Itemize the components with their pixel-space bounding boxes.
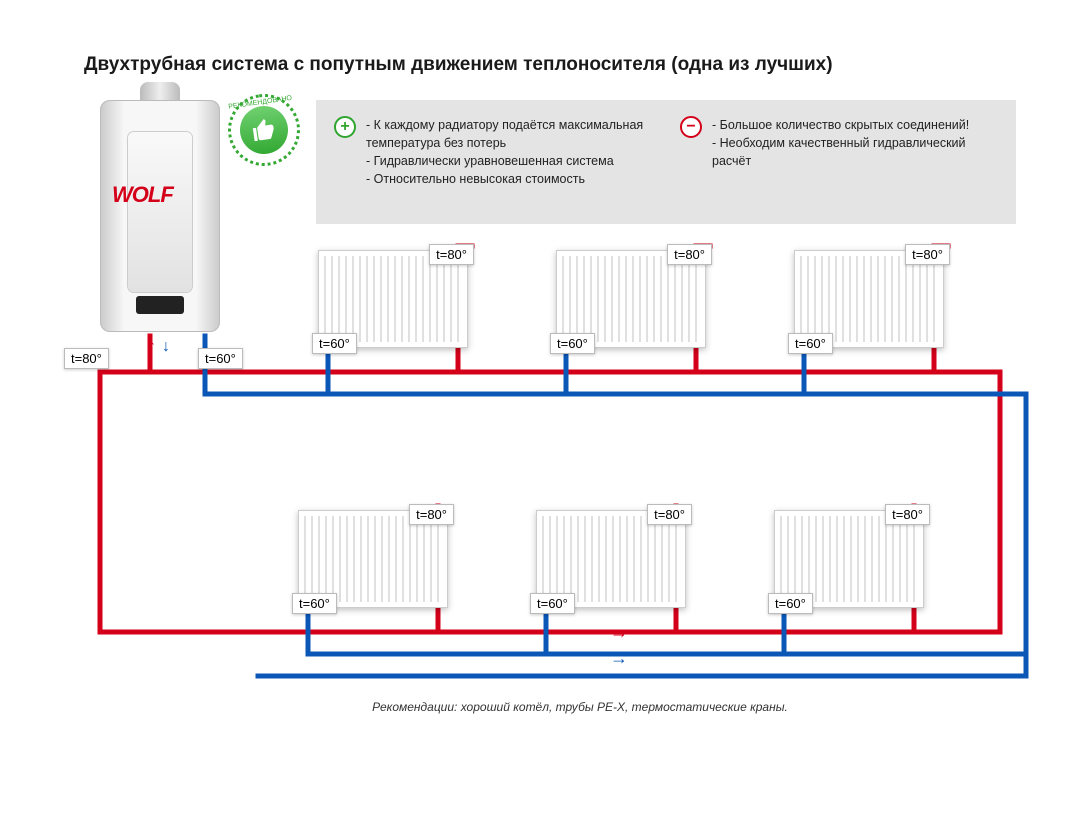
temp-supply: t=80°: [885, 504, 930, 525]
plus-icon: +: [334, 116, 356, 138]
pros-column: + К каждому радиатору подаётся максималь…: [334, 116, 652, 208]
cons-item: Необходим качественный гидравлический ра…: [712, 134, 998, 170]
boiler-flue: [140, 82, 180, 102]
temp-return: t=60°: [788, 333, 833, 354]
minus-icon: −: [680, 116, 702, 138]
cons-item: Большое количество скрытых соединений!: [712, 116, 998, 134]
temp-return: t=60°: [292, 593, 337, 614]
boiler-brand: WOLF: [112, 182, 173, 208]
boiler-flow-arrows: ↑ ↓: [148, 338, 170, 356]
radiator: t=80° t=60°: [774, 510, 924, 608]
temp-return: t=60°: [312, 333, 357, 354]
radiator: t=80° t=60°: [298, 510, 448, 608]
radiator: t=80° t=60°: [794, 250, 944, 348]
flow-arrow-return-icon: →: [610, 648, 628, 669]
boiler-return-temp: t=60°: [198, 348, 243, 369]
radiator: t=80° t=60°: [556, 250, 706, 348]
boiler-front: [128, 132, 192, 292]
pros-item: Относительно невысокая стоимость: [366, 170, 652, 188]
boiler: WOLF ↑ ↓: [100, 92, 220, 332]
radiator: t=80° t=60°: [318, 250, 468, 348]
pros-cons-panel: + К каждому радиатору подаётся максималь…: [316, 100, 1016, 224]
temp-return: t=60°: [550, 333, 595, 354]
boiler-supply-temp: t=80°: [64, 348, 109, 369]
cons-list: Большое количество скрытых соединений! Н…: [712, 116, 998, 208]
radiator: t=80° t=60°: [536, 510, 686, 608]
temp-return: t=60°: [768, 593, 813, 614]
temp-supply: t=80°: [429, 244, 474, 265]
temp-supply: t=80°: [409, 504, 454, 525]
stamp-ring-text: РЕКОМЕНДОВАНО: [227, 93, 302, 168]
temp-return: t=60°: [530, 593, 575, 614]
pros-item: К каждому радиатору подаётся максимальна…: [366, 116, 652, 152]
page-title: Двухтрубная система с попутным движением…: [84, 54, 833, 76]
arrow-up-icon: ↑: [148, 338, 156, 356]
pros-list: К каждому радиатору подаётся максимальна…: [366, 116, 652, 208]
arrow-down-icon: ↓: [162, 338, 170, 356]
recommendation-text: Рекомендации: хороший котёл, трубы PE-X,…: [300, 700, 860, 714]
cons-column: − Большое количество скрытых соединений!…: [680, 116, 998, 208]
temp-supply: t=80°: [667, 244, 712, 265]
temp-supply: t=80°: [905, 244, 950, 265]
flow-arrow-supply-icon: →: [610, 622, 628, 643]
boiler-panel: [136, 296, 184, 314]
temp-supply: t=80°: [647, 504, 692, 525]
pros-item: Гидравлически уравновешенная система: [366, 152, 652, 170]
recommended-stamp: РЕКОМЕНДОВАНО: [223, 89, 304, 170]
